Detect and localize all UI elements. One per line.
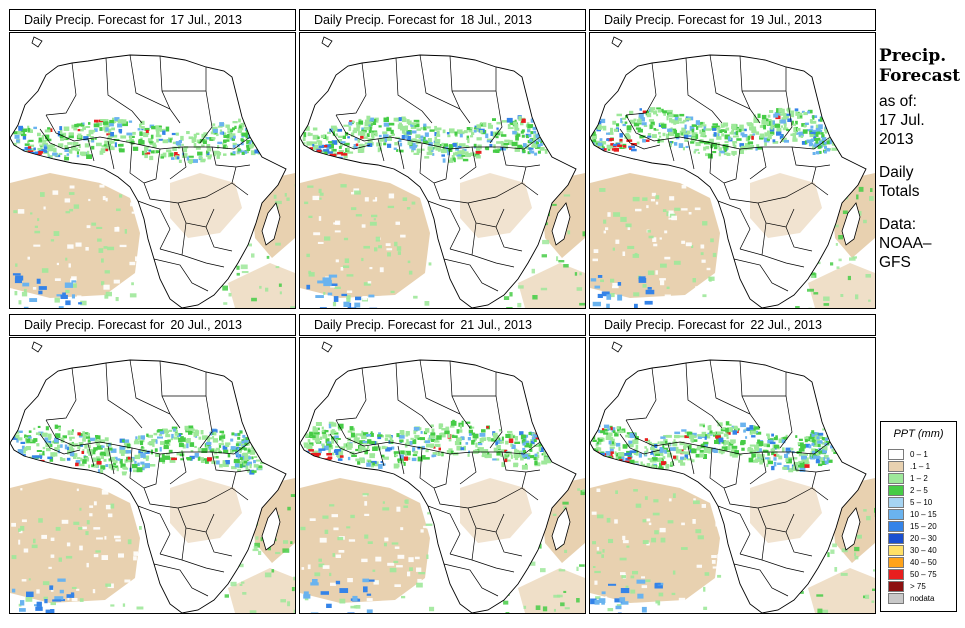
panel-title: Daily Precip. Forecast for 20 Jul., 2013 bbox=[9, 314, 296, 336]
land-precip-layer bbox=[590, 420, 844, 543]
precip-legend: PPT (mm) 0 – 1 .1 – 1 1 – 2 2 – 5 5 – 10 10 –… bbox=[880, 421, 957, 612]
panel-title-text: Daily Precip. Forecast for bbox=[604, 13, 745, 27]
info-heading-line1: Precip. bbox=[879, 46, 947, 66]
legend-swatch bbox=[888, 592, 904, 604]
legend-row: > 75 bbox=[888, 580, 937, 592]
legend-title: PPT (mm) bbox=[893, 428, 944, 440]
panel-title: Daily Precip. Forecast for 17 Jul., 2013 bbox=[9, 9, 296, 31]
legend-swatch bbox=[888, 520, 904, 532]
legend-swatch bbox=[888, 532, 904, 544]
legend-swatch bbox=[888, 448, 904, 460]
legend-row: nodata bbox=[888, 592, 937, 604]
legend-row: 40 – 50 bbox=[888, 556, 937, 568]
legend-label: nodata bbox=[910, 593, 935, 603]
legend-label: 30 – 40 bbox=[910, 545, 937, 555]
legend-label: 2 – 5 bbox=[910, 485, 928, 495]
asof-date-line2: 2013 bbox=[879, 131, 914, 148]
country-borders bbox=[329, 359, 541, 597]
legend-swatch bbox=[888, 484, 904, 496]
precip-map bbox=[9, 337, 296, 614]
panel-title-text: Daily Precip. Forecast for bbox=[314, 13, 455, 27]
legend-swatch bbox=[888, 544, 904, 556]
legend-swatch bbox=[888, 508, 904, 520]
legend-label: 40 – 50 bbox=[910, 557, 937, 567]
legend-row: 20 – 30 bbox=[888, 532, 937, 544]
panel-title-text: Daily Precip. Forecast for bbox=[24, 318, 165, 332]
panel-date: 22 Jul., 2013 bbox=[750, 318, 822, 332]
legend-row: 50 – 75 bbox=[888, 568, 937, 580]
africa-map-svg bbox=[590, 341, 875, 613]
asof-date-line1: 17 Jul. bbox=[879, 112, 925, 129]
legend-row: 1 – 2 bbox=[888, 472, 937, 484]
legend-swatch bbox=[888, 496, 904, 508]
asof-label: as of: bbox=[879, 93, 917, 110]
panel-title: Daily Precip. Forecast for 19 Jul., 2013 bbox=[589, 9, 876, 31]
legend-label: 10 – 15 bbox=[910, 509, 937, 519]
panel-title: Daily Precip. Forecast for 18 Jul., 2013 bbox=[299, 9, 586, 31]
africa-map-svg bbox=[300, 341, 585, 613]
totals-line2: Totals bbox=[879, 183, 920, 200]
country-borders bbox=[329, 54, 541, 292]
totals-line1: Daily bbox=[879, 164, 914, 181]
africa-map-svg bbox=[590, 36, 875, 308]
legend-row: 0 – 1 bbox=[888, 448, 937, 460]
legend-label: 15 – 20 bbox=[910, 521, 937, 531]
country-borders bbox=[619, 359, 831, 597]
legend-swatch bbox=[888, 460, 904, 472]
legend-swatch bbox=[888, 472, 904, 484]
legend-swatch bbox=[888, 556, 904, 568]
panel-date: 17 Jul., 2013 bbox=[170, 13, 242, 27]
info-heading-line2: Forecast bbox=[879, 66, 961, 86]
country-borders bbox=[619, 54, 831, 292]
ocean-precip-layer bbox=[10, 478, 295, 613]
forecast-info: Precip. Forecast as of: 17 Jul. 2013 Dai… bbox=[879, 46, 965, 272]
panel-title-text: Daily Precip. Forecast for bbox=[24, 13, 165, 27]
legend-label: 50 – 75 bbox=[910, 569, 937, 579]
precip-map bbox=[299, 32, 586, 309]
panel-title: Daily Precip. Forecast for 22 Jul., 2013 bbox=[589, 314, 876, 336]
legend-label: 5 – 10 bbox=[910, 497, 933, 507]
legend-swatch bbox=[888, 580, 904, 592]
africa-map-svg bbox=[10, 341, 295, 613]
panel-date: 20 Jul., 2013 bbox=[170, 318, 242, 332]
africa-map-svg bbox=[300, 36, 585, 308]
panel-date: 19 Jul., 2013 bbox=[750, 13, 822, 27]
country-borders bbox=[39, 359, 251, 597]
country-borders bbox=[39, 54, 251, 292]
panel-title-text: Daily Precip. Forecast for bbox=[314, 318, 455, 332]
data-source-line2: GFS bbox=[879, 254, 911, 271]
panel-title: Daily Precip. Forecast for 21 Jul., 2013 bbox=[299, 314, 586, 336]
legend-swatch bbox=[888, 568, 904, 580]
legend-label: .1 – 1 bbox=[910, 461, 931, 471]
panel-date: 18 Jul., 2013 bbox=[460, 13, 532, 27]
panel-date: 21 Jul., 2013 bbox=[460, 318, 532, 332]
panel-title-text: Daily Precip. Forecast for bbox=[604, 318, 745, 332]
africa-map-svg bbox=[10, 36, 295, 308]
land-precip-layer bbox=[300, 419, 556, 543]
precip-map bbox=[9, 32, 296, 309]
legend-label: 20 – 30 bbox=[910, 533, 937, 543]
legend-row: 15 – 20 bbox=[888, 520, 937, 532]
land-precip-layer bbox=[590, 107, 845, 238]
legend-label: > 75 bbox=[910, 581, 926, 591]
legend-row: 2 – 5 bbox=[888, 484, 937, 496]
legend-label: 1 – 2 bbox=[910, 473, 928, 483]
legend-rows: 0 – 1 .1 – 1 1 – 2 2 – 5 5 – 10 10 – 15 15 – 2… bbox=[888, 448, 937, 604]
precip-map bbox=[589, 337, 876, 614]
legend-row: 5 – 10 bbox=[888, 496, 937, 508]
legend-row: 30 – 40 bbox=[888, 544, 937, 556]
legend-row: .1 – 1 bbox=[888, 460, 937, 472]
precip-map bbox=[589, 32, 876, 309]
legend-row: 10 – 15 bbox=[888, 508, 937, 520]
data-label: Data: bbox=[879, 216, 917, 233]
legend-label: 0 – 1 bbox=[910, 449, 928, 459]
data-source-line1: NOAA– bbox=[879, 235, 932, 252]
precip-map bbox=[299, 337, 586, 614]
